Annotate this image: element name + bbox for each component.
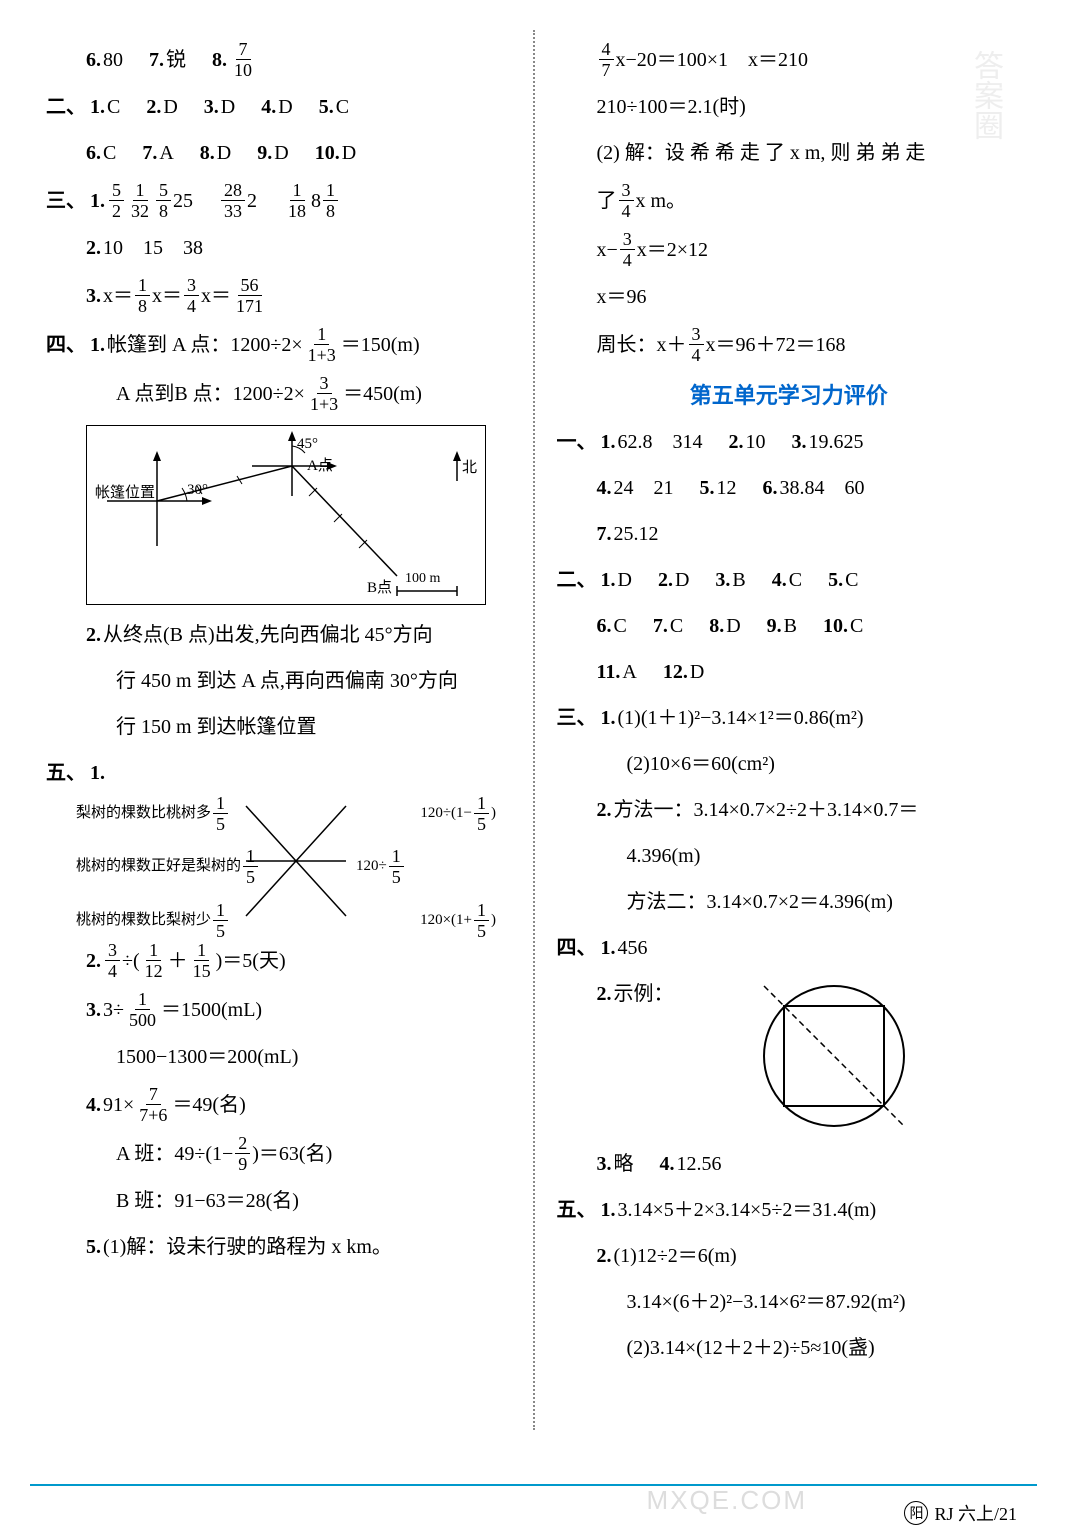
footer-rule — [30, 1484, 1037, 1486]
diag-45: 45° — [297, 436, 318, 453]
unit5-title: 第五单元学习力评价 — [557, 378, 1022, 410]
r-l5: x− 34 x＝2×12 — [557, 230, 1022, 269]
footer-badge: 阳 — [904, 1501, 928, 1525]
diag-scale: 100 m — [405, 571, 440, 587]
diag-north: 北 — [462, 456, 477, 477]
sec2-row1: 二、 1.C 2.D 3.D 4.D 5.C — [46, 89, 511, 125]
q8-frac: 7 10 — [231, 40, 255, 79]
r-s4-1: 四、 1. 456 — [557, 930, 1022, 966]
r-s2-r1: 二、 1.D 2.D 3.B 4.C 5.C — [557, 562, 1022, 598]
r-s1-r3: 7.25.12 — [557, 516, 1022, 552]
q6-num: 6. — [86, 42, 101, 78]
sec3-row1: 三、 1. 52 132 58 25 2833 2 118 8 18 — [46, 181, 511, 220]
r-s5-1: 五、 1. 3.14×5＋2×3.14×5÷2＝31.4(m) — [557, 1192, 1022, 1228]
q8-num: 8. — [212, 42, 227, 78]
r-s4-3: 3.略 4.12.56 — [557, 1146, 1022, 1182]
sec5-3b: 1500−1300＝200(mL) — [46, 1039, 511, 1075]
sec3-row3: 3. x＝ 18 x＝ 34 x＝ 56171 — [46, 276, 511, 315]
sec4-2c: 行 150 m 到达帐篷位置 — [46, 709, 511, 745]
q6-val: 80 — [103, 42, 123, 78]
r-s3-1a: 三、 1. (1)(1＋1)²−3.14×1²＝0.86(m²) — [557, 700, 1022, 736]
r-l4: 了 34 x m。 — [557, 181, 1022, 220]
sec4-2b: 行 450 m 到达 A 点,再向西偏南 30°方向 — [46, 663, 511, 699]
sec3-label: 三、 — [46, 183, 86, 219]
sec5-3a: 3. 3÷ 1500 ＝1500(mL) — [46, 990, 511, 1029]
r-s3-2a: 2. 方法一：3.14×0.7×2÷2＋3.14×0.7＝ — [557, 792, 1022, 828]
left-column: 6. 80 7. 锐 8. 7 10 二、 1.C 2.D 3.D 4.D 5.… — [30, 30, 527, 1450]
sec4-row1b: A 点到B 点：1200÷2× 31+3 ＝450(m) — [46, 374, 511, 413]
diag-A: A点 — [307, 454, 333, 475]
r-s3-2b: 4.396(m) — [557, 838, 1022, 874]
r-l2: 210÷100＝2.1(时) — [557, 89, 1022, 125]
sec5-2: 2. 34 ÷( 112 ＋ 115 )＝5(天) — [46, 941, 511, 980]
cross-diagram: 梨树的棵数比桃树多 15 120÷(1− 15 ) 桃树的棵数正好是梨树的 15… — [76, 791, 496, 931]
diag-tent-label: 帐篷位置 — [95, 481, 155, 502]
right-column: 47 x−20＝100×1 x＝210 210÷100＝2.1(时) (2) 解… — [541, 30, 1038, 1450]
r-l7: 周长：x＋ 34 x＝96＋72＝168 — [557, 325, 1022, 364]
r-s5-2a: 2. (1)12÷2＝6(m) — [557, 1238, 1022, 1274]
r-l3: (2) 解：设 希 希 走 了 x m, 则 弟 弟 走 — [557, 135, 1022, 171]
r-s3-1b: (2)10×6＝60(cm²) — [557, 746, 1022, 782]
column-divider — [533, 30, 535, 1430]
sec5-4c: B 班：91−63＝28(名) — [46, 1183, 511, 1219]
r-s1-r2: 4.24 21 5.12 6.38.84 60 — [557, 470, 1022, 506]
sec5-4a: 4. 91× 77+6 ＝49(名) — [46, 1085, 511, 1124]
diag-30: 30° — [187, 482, 208, 499]
r-s5-2b: 3.14×(6＋2)²−3.14×6²＝87.92(m²) — [557, 1284, 1022, 1320]
direction-diagram: 帐篷位置 30° 45° A点 B点 北 100 m — [86, 425, 486, 605]
sec2-label: 二、 — [46, 89, 86, 125]
sec5-1: 五、 1. 梨树的棵数比桃树多 15 120÷(1− 15 ) — [46, 755, 511, 931]
sec2-row2: 6.C 7.A 8.D 9.D 10.D — [46, 135, 511, 171]
page-footer: 阳 RJ 六上/21 — [904, 1500, 1017, 1526]
sec5-5: 5. (1)解：设未行驶的路程为 x km。 — [46, 1229, 511, 1265]
sec5-label: 五、 — [46, 755, 86, 791]
r-l6: x＝96 — [557, 279, 1022, 315]
circle-square-diagram — [754, 976, 914, 1136]
r-s5-2c: (2)3.14×(12＋2＋2)÷5≈10(盏) — [557, 1330, 1022, 1366]
sec4-2a: 2. 从终点(B 点)出发,先向西偏北 45°方向 — [46, 617, 511, 653]
sec4-label: 四、 — [46, 327, 86, 363]
q7-num: 7. — [149, 42, 164, 78]
watermark: MXQE.COM — [647, 1485, 807, 1516]
r-s4-2: 2. 示例： — [557, 976, 1022, 1136]
q7-val: 锐 — [166, 42, 186, 78]
sec4-row1: 四、 1. 帐篷到 A 点：1200÷2× 11+3 ＝150(m) — [46, 325, 511, 364]
diag-B: B点 — [367, 576, 392, 597]
r-s1-r1: 一、 1.62.8 314 2.10 3.19.625 — [557, 424, 1022, 460]
r-s3-2c: 方法二：3.14×0.7×2＝4.396(m) — [557, 884, 1022, 920]
footer-text: RJ 六上/21 — [934, 1500, 1017, 1526]
page-content: 6. 80 7. 锐 8. 7 10 二、 1.C 2.D 3.D 4.D 5.… — [0, 0, 1067, 1460]
r-l1: 47 x−20＝100×1 x＝210 — [557, 40, 1022, 79]
sec3-row2: 2. 10 15 38 — [46, 230, 511, 266]
watermark-cn: 答案圈 — [963, 50, 1007, 140]
r-s2-r2: 6.C 7.C 8.D 9.B 10.C — [557, 608, 1022, 644]
r-s2-r3: 11.A 12.D — [557, 654, 1022, 690]
row-1: 6. 80 7. 锐 8. 7 10 — [46, 40, 511, 79]
sec5-4b: A 班：49÷(1− 29 )＝63(名) — [46, 1134, 511, 1173]
